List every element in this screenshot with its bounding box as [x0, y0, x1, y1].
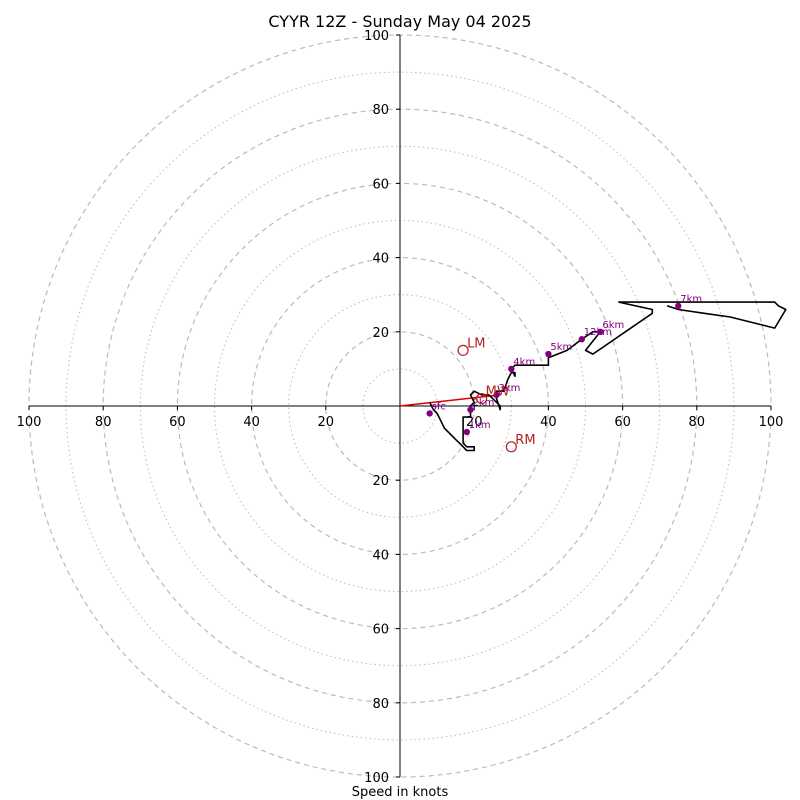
y-tick-label: 20	[372, 326, 389, 341]
height-marker-label: sfc	[432, 401, 446, 412]
x-axis-label: Speed in knots	[352, 785, 449, 800]
tick-labels: 100 80 60 40 20 20 40 60 80 100 100 80 60 40 20 20 40 60 8…	[17, 29, 784, 786]
x-tick-label: 100	[17, 415, 42, 430]
x-tick-label: 20	[466, 415, 483, 430]
y-tick-label: 80	[372, 697, 389, 712]
height-marker-dot	[545, 350, 552, 358]
height-marker-dot	[467, 406, 474, 413]
x-tick-label: 80	[689, 415, 706, 430]
shear-vector-line	[399, 394, 501, 407]
height-marker-dot	[463, 428, 470, 436]
x-tick-label: 100	[759, 415, 784, 430]
height-marker-label: 1km	[469, 420, 491, 431]
height-markers: sfc1km2km3km4km5km12km6km7km	[426, 294, 702, 436]
height-marker-dot	[578, 336, 585, 343]
x-tick-label: 40	[243, 415, 260, 430]
x-tick-label: 80	[95, 415, 112, 430]
height-marker-label: 5km	[550, 342, 572, 353]
x-tick-label: 20	[318, 415, 335, 430]
storm-motion-circle	[505, 441, 517, 453]
height-marker-dot	[508, 365, 515, 373]
y-tick-label: 60	[372, 177, 389, 192]
y-tick-label: 80	[372, 103, 389, 118]
y-tick-label: 40	[372, 252, 389, 267]
height-marker-label: 7km	[680, 294, 702, 305]
height-marker-label: 6km	[602, 320, 624, 331]
x-tick-label: 60	[169, 415, 186, 430]
height-marker-dot	[426, 410, 433, 417]
y-tick-label: 100	[364, 29, 389, 44]
x-tick-label: 60	[614, 415, 631, 430]
storm-motion-circle	[457, 344, 469, 356]
height-marker-dot	[493, 391, 500, 399]
y-tick-label: 100	[364, 771, 389, 786]
y-tick-label: 40	[372, 548, 389, 563]
y-tick-label: 60	[372, 623, 389, 638]
hodograph-trace	[399, 301, 787, 452]
y-tick-label: 20	[372, 474, 389, 489]
x-tick-label: 40	[540, 415, 557, 430]
height-marker-dot	[597, 328, 604, 335]
storm-motion-markers: LM MW RM	[457, 336, 536, 453]
hodograph-line	[428, 301, 787, 452]
storm-motion-label: LM	[467, 336, 485, 351]
storm-motion-circle	[476, 392, 488, 405]
storm-motion-label: RM	[515, 433, 535, 448]
height-marker-label: 4km	[513, 357, 535, 368]
storm-motion-label: MW	[486, 385, 510, 400]
height-marker-label: 3km	[498, 383, 520, 394]
height-marker-dot	[675, 302, 682, 310]
chart-title: CYYR 12Z - Sunday May 04 2025	[268, 12, 531, 31]
